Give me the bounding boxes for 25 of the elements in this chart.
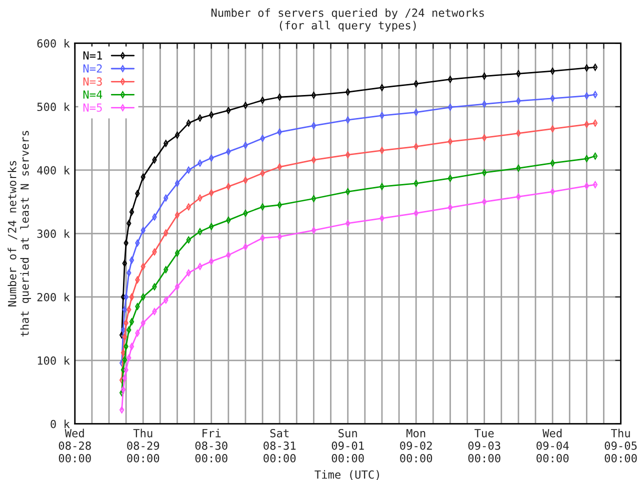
legend-label: N=5 — [83, 104, 102, 112]
x-tick-label: Thu 08-29 00:00 — [127, 428, 160, 462]
legend-label: N=3 — [83, 77, 102, 86]
x-tick-label: Tue 09-03 00:00 — [468, 429, 500, 462]
y-tick-label: 600 k — [37, 39, 70, 48]
x-tick-label: Thu 09-05 00:00 — [604, 428, 637, 462]
legend-label: N=4 — [83, 90, 102, 99]
y-tick-label: 300 k — [37, 229, 70, 238]
legend-label: N=2 — [83, 64, 102, 73]
y-tick-label: 0 k — [50, 420, 70, 428]
x-tick-label: Mon 09-02 00:00 — [400, 429, 432, 462]
y-tick-label: 100 k — [38, 356, 70, 365]
chart-subtitle: (for all query types) — [280, 20, 416, 32]
x-tick-label: Wed 08-28 00:00 — [58, 428, 91, 462]
y-tick-label: 500 k — [37, 102, 70, 112]
y-axis-title: Number of /24 networks that queried at least N servers — [8, 130, 32, 336]
y-tick-label: 400 k — [37, 166, 70, 174]
legend-label: N=1 — [83, 51, 102, 60]
x-tick-label: Wed 09-04 00:00 — [536, 428, 569, 462]
x-tick-label: Fri 08-30 00:00 — [195, 428, 228, 462]
x-tick-label: Sat 08-31 00:00 — [264, 428, 296, 462]
x-tick-label: Sun 09-01 00:00 — [332, 428, 364, 462]
chart-title: Number of servers queried by /24 networks — [211, 8, 484, 20]
y-tick-label: 200 k — [37, 292, 70, 302]
x-axis-title: Time (UTC) — [314, 470, 379, 480]
